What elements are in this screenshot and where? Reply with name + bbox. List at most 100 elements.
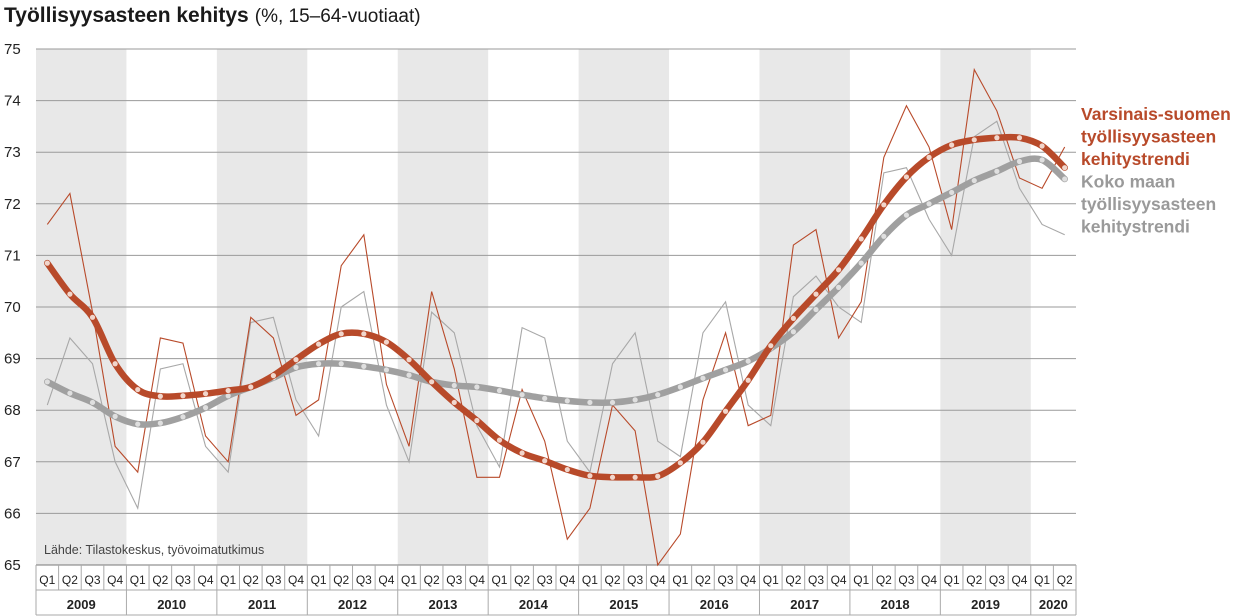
- y-tick-label: 71: [4, 247, 21, 264]
- data-point: [451, 382, 457, 389]
- x-tick-quarter: Q2: [695, 573, 711, 587]
- x-tick-quarter: Q1: [220, 573, 236, 587]
- data-point: [609, 399, 616, 406]
- x-tick-quarter: Q1: [672, 573, 688, 587]
- x-tick-quarter: Q3: [446, 573, 462, 587]
- y-tick-label: 73: [4, 144, 21, 161]
- y-tick-label: 67: [4, 454, 21, 471]
- x-tick-year: 2017: [790, 597, 819, 612]
- x-tick-quarter: Q2: [62, 573, 78, 587]
- data-point: [655, 473, 661, 479]
- data-point: [519, 450, 525, 456]
- data-point: [700, 439, 706, 445]
- legend-entry-0: Varsinais-suomen: [1081, 104, 1231, 124]
- data-point: [813, 306, 819, 313]
- y-tick-label: 75: [4, 41, 21, 58]
- title-subtitle: (%, 15–64-vuotiaat): [255, 6, 421, 27]
- data-point: [971, 177, 977, 184]
- x-tick-quarter: Q4: [378, 573, 394, 587]
- data-point: [790, 315, 796, 321]
- x-tick-quarter: Q1: [130, 573, 146, 587]
- x-tick-year: 2013: [428, 597, 457, 612]
- data-point: [994, 135, 1000, 141]
- x-tick-quarter: Q1: [582, 573, 598, 587]
- data-point: [722, 408, 729, 414]
- x-tick-year: 2009: [67, 597, 96, 612]
- data-point: [202, 391, 209, 397]
- series-trend-2: [44, 155, 1068, 428]
- legend-entry-1: Koko maan: [1081, 172, 1175, 192]
- data-point: [474, 417, 480, 424]
- x-tick-year: 2019: [971, 597, 1000, 612]
- x-tick-quarter: Q4: [1011, 573, 1027, 587]
- data-point: [157, 393, 163, 399]
- data-point: [383, 367, 390, 373]
- x-tick-quarter: Q2: [785, 573, 801, 587]
- x-tick-quarter: Q1: [763, 573, 779, 587]
- data-point: [677, 460, 683, 466]
- data-point: [722, 367, 729, 373]
- x-tick-quarter: Q3: [85, 573, 101, 587]
- data-point: [587, 399, 593, 406]
- data-point: [836, 284, 842, 290]
- data-point: [700, 375, 706, 381]
- data-point: [293, 357, 299, 363]
- data-point: [225, 387, 231, 394]
- x-tick-year: 2018: [881, 597, 910, 612]
- x-tick-quarter: Q3: [989, 573, 1005, 587]
- data-point: [858, 236, 864, 242]
- data-point: [135, 421, 141, 427]
- data-point: [44, 379, 50, 385]
- data-point: [361, 331, 367, 337]
- x-tick-year: 2020: [1039, 597, 1068, 612]
- x-tick-quarter: Q2: [152, 573, 168, 587]
- series-raw-3: [46, 120, 1065, 511]
- data-point: [180, 393, 186, 399]
- x-axis: Q1 Q2 Q3 Q4 Q1 Q2 Q3 Q4 Q1 Q2 Q3 Q4 Q1 Q2 Q3 Q4 Q1 Q2 Q3 Q4…: [35, 564, 1077, 616]
- x-tick-quarter: Q4: [831, 573, 847, 587]
- series-raw-line: [46, 120, 1065, 511]
- series-raw-1: [46, 67, 1066, 567]
- data-point: [270, 373, 276, 379]
- x-tick-year: 2014: [519, 597, 549, 612]
- data-point: [903, 174, 910, 180]
- data-point: [745, 377, 751, 383]
- data-point: [881, 202, 887, 208]
- data-point: [790, 329, 796, 335]
- data-point: [564, 398, 570, 404]
- x-tick-quarter: Q3: [898, 573, 914, 587]
- data-point: [338, 331, 344, 337]
- chart-title: Työllisyysasteen kehitys (%, 15–64-vuotia…: [4, 4, 421, 27]
- legend-entry-0: kehitystrendi: [1081, 149, 1190, 169]
- data-point: [632, 397, 638, 403]
- x-tick-quarter: Q3: [175, 573, 191, 587]
- data-point: [542, 395, 548, 401]
- data-point: [542, 458, 548, 464]
- data-point: [248, 384, 254, 390]
- data-point: [1016, 158, 1023, 165]
- x-tick-quarter: Q3: [356, 573, 372, 587]
- data-point: [677, 384, 683, 390]
- legend-entry-0: työllisyysasteen: [1081, 127, 1216, 147]
- x-tick-quarter: Q3: [718, 573, 734, 587]
- data-point: [429, 379, 435, 385]
- data-point: [496, 387, 503, 394]
- data-point: [926, 201, 932, 207]
- data-point: [361, 363, 367, 369]
- data-point: [383, 339, 390, 345]
- legend-entry-1: työllisyysasteen: [1081, 194, 1216, 214]
- y-tick-label: 70: [4, 299, 21, 316]
- title-main: Työllisyysasteen kehitys: [4, 4, 249, 27]
- x-tick-quarter: Q1: [944, 573, 960, 587]
- x-tick-quarter: Q1: [39, 573, 55, 587]
- x-tick-quarter: Q2: [424, 573, 440, 587]
- x-tick-quarter: Q3: [808, 573, 824, 587]
- x-tick-quarter: Q1: [1034, 573, 1050, 587]
- data-point: [926, 154, 932, 160]
- data-point: [768, 343, 774, 349]
- data-point: [406, 357, 412, 363]
- data-point: [338, 361, 344, 367]
- legend: Varsinais-suomentyöllisyysasteenkehityst…: [1081, 104, 1231, 237]
- data-point: [609, 474, 616, 480]
